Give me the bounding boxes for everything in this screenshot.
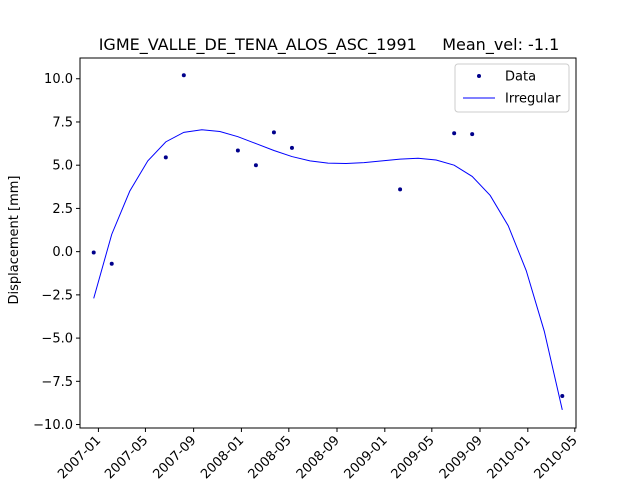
y-tick-label: 0.0: [52, 245, 73, 260]
data-point: [560, 394, 565, 399]
y-tick-label: 2.5: [52, 202, 73, 217]
y-tick-label: 7.5: [52, 115, 73, 130]
y-tick-label: 10.0: [44, 72, 73, 87]
x-tick-label: 2007-09: [150, 433, 199, 480]
data-point: [452, 131, 457, 136]
y-tick-label: −10.0: [33, 418, 73, 433]
x-tick-label: 2007-01: [55, 433, 104, 480]
y-axis-label: Displacement [mm]: [7, 176, 22, 305]
legend-box: [454, 63, 570, 113]
series-line-irregular: [93, 129, 563, 410]
y-tick-label: −5.0: [41, 332, 73, 347]
legend: Data Irregular: [454, 63, 570, 113]
data-point: [289, 145, 294, 150]
legend-label: Irregular: [505, 92, 561, 107]
chart-title: IGME_VALLE_DE_TENA_ALOS_ASC_1991 Mean_ve…: [99, 35, 560, 55]
y-tick-label: −2.5: [41, 288, 73, 303]
data-point: [271, 130, 276, 135]
axes: −10.0 −7.5 −5.0 −2.5 0.0 2.5 5.0 7.5 10.0 2007-01…: [33, 57, 581, 480]
plot-area: [91, 73, 565, 410]
x-tick-label: 2008-09: [294, 433, 343, 480]
x-tick-label: 2009-01: [342, 433, 391, 480]
data-point: [163, 155, 168, 160]
y-tick-label: 5.0: [52, 159, 73, 174]
x-tick-label: 2009-05: [389, 433, 438, 480]
legend-label: Data: [505, 70, 536, 85]
data-point: [91, 250, 96, 255]
x-tick-label: 2009-09: [437, 433, 486, 480]
x-tick-label: 2008-05: [246, 433, 295, 480]
plot-frame: [79, 57, 577, 429]
data-point: [470, 132, 475, 137]
y-tick-label: −7.5: [41, 375, 73, 390]
legend-marker-data: [477, 74, 481, 78]
data-point: [181, 73, 186, 78]
x-tick-label: 2010-05: [532, 433, 581, 480]
data-point: [398, 187, 403, 192]
data-point: [253, 163, 258, 168]
x-tick-label: 2010-01: [485, 433, 534, 480]
x-tick-label: 2007-05: [102, 433, 151, 480]
x-tick-label: 2008-01: [198, 433, 247, 480]
data-point: [109, 261, 114, 266]
data-point: [235, 148, 240, 153]
